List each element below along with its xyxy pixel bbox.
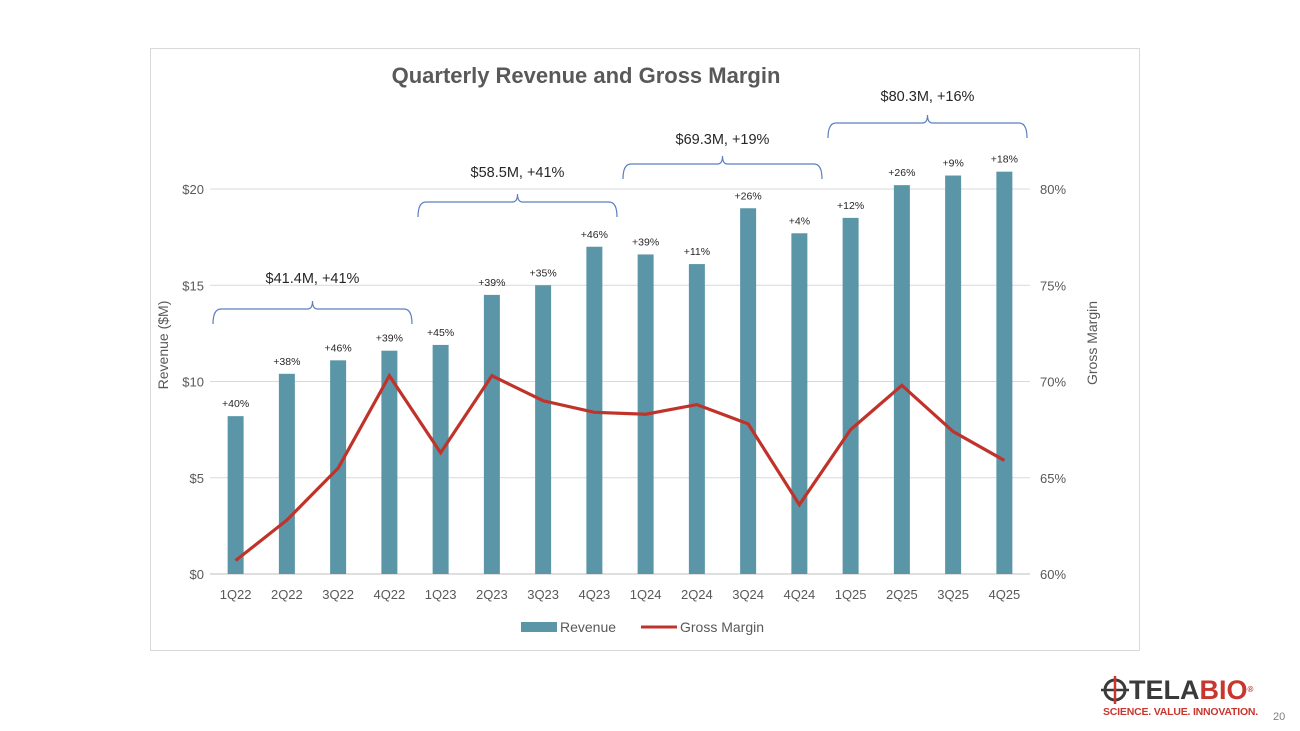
annotation-label: $41.4M, +41% — [266, 271, 360, 287]
brace-annotation — [622, 155, 823, 180]
y2-tick-label: 75% — [1040, 278, 1066, 293]
gross-margin-line — [234, 372, 1006, 562]
bar — [483, 294, 500, 574]
bar — [278, 373, 295, 574]
page-number: 20 — [1273, 711, 1286, 723]
brace-annotation — [417, 193, 618, 218]
legend-label-revenue: Revenue — [560, 619, 616, 635]
bar-data-label: +39% — [376, 333, 403, 345]
bar-data-label: +4% — [789, 215, 810, 227]
x-tick-label: 3Q24 — [732, 587, 764, 602]
y-tick-label: $10 — [182, 375, 204, 390]
x-tick-label: 4Q25 — [988, 587, 1020, 602]
annotation-label: $58.5M, +41% — [471, 165, 565, 181]
bar-data-label: +9% — [942, 158, 963, 170]
x-tick-label: 2Q22 — [271, 587, 303, 602]
x-tick-label: 3Q25 — [937, 587, 969, 602]
x-tick-label: 4Q22 — [373, 587, 405, 602]
x-tick-label: 1Q23 — [425, 587, 457, 602]
x-tick-label: 4Q24 — [783, 587, 815, 602]
bar — [586, 246, 603, 574]
bar-data-label: +39% — [632, 236, 659, 248]
annotation-label: $80.3M, +16% — [881, 89, 975, 105]
bar-data-label: +38% — [273, 356, 300, 368]
bar — [740, 208, 757, 574]
legend-swatch-revenue — [521, 622, 557, 632]
y2-tick-label: 80% — [1040, 182, 1066, 197]
y2-axis-title: Gross Margin — [1084, 301, 1100, 385]
x-tick-label: 2Q24 — [681, 587, 713, 602]
logo-wordmark: TELABIO® — [1129, 675, 1254, 705]
bar-data-label: +46% — [581, 229, 608, 241]
bar — [791, 233, 808, 574]
bar — [688, 264, 705, 574]
bar-data-label: +46% — [325, 342, 352, 354]
bar-data-label: +26% — [735, 190, 762, 202]
telabio-logo: TELABIO® SCIENCE. VALUE. INNOVATION. — [1101, 675, 1258, 720]
bar — [996, 171, 1013, 575]
bar — [945, 175, 962, 574]
bar — [893, 185, 910, 574]
bar — [535, 285, 552, 574]
annotation-label: $69.3M, +19% — [676, 132, 770, 148]
bar-data-label: +18% — [991, 154, 1018, 166]
bar — [227, 416, 244, 574]
brace-annotation — [212, 300, 413, 325]
chart-title: Quarterly Revenue and Gross Margin — [392, 63, 781, 88]
bar-data-label: +45% — [427, 327, 454, 339]
bar-data-label: +39% — [478, 277, 505, 289]
x-tick-label: 2Q23 — [476, 587, 508, 602]
legend-label-gross-margin: Gross Margin — [680, 619, 764, 635]
brace-annotation — [827, 114, 1028, 139]
bar-data-label: +26% — [888, 167, 915, 179]
y-tick-label: $15 — [182, 278, 204, 293]
x-tick-label: 4Q23 — [578, 587, 610, 602]
bar — [842, 217, 859, 574]
y-tick-label: $0 — [190, 567, 204, 582]
y-tick-label: $5 — [190, 471, 204, 486]
bar-data-label: +11% — [684, 246, 710, 258]
y2-tick-label: 65% — [1040, 471, 1066, 486]
x-tick-label: 2Q25 — [886, 587, 918, 602]
x-tick-label: 1Q25 — [835, 587, 867, 602]
x-tick-label: 1Q24 — [630, 587, 662, 602]
bar — [432, 344, 449, 574]
y2-tick-label: 70% — [1040, 375, 1066, 390]
bar — [381, 350, 398, 574]
y2-tick-label: 60% — [1040, 567, 1066, 582]
x-tick-label: 1Q22 — [220, 587, 252, 602]
y-axis-title: Revenue ($M) — [155, 301, 171, 390]
bar-data-label: +35% — [530, 267, 557, 279]
x-tick-label: 3Q22 — [322, 587, 354, 602]
bar-data-label: +40% — [222, 398, 249, 410]
logo-target-icon — [1101, 676, 1129, 704]
x-tick-label: 3Q23 — [527, 587, 559, 602]
y-tick-label: $20 — [182, 182, 204, 197]
logo-tagline: SCIENCE. VALUE. INNOVATION. — [1103, 706, 1259, 718]
bar-data-label: +12% — [837, 200, 864, 212]
